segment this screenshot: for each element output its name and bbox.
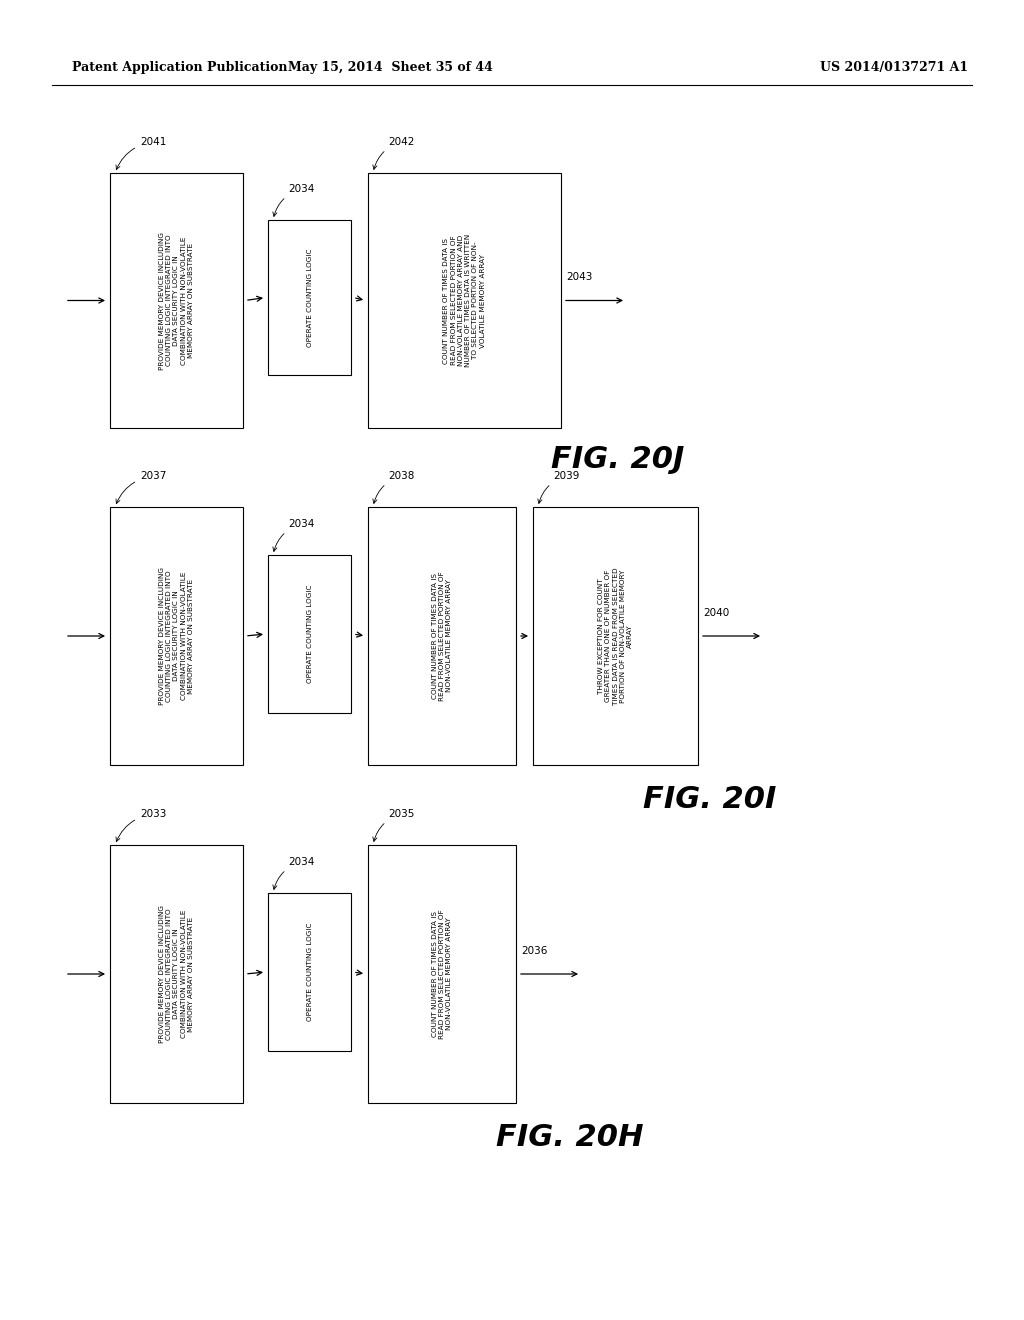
Text: US 2014/0137271 A1: US 2014/0137271 A1	[820, 62, 968, 74]
Bar	[110, 173, 243, 428]
Text: 2034: 2034	[272, 857, 314, 890]
Text: 2033: 2033	[116, 809, 166, 842]
Text: PROVIDE MEMORY DEVICE INCLUDING
COUNTING LOGIC INTEGRATED INTO
DATA SECURITY LOG: PROVIDE MEMORY DEVICE INCLUDING COUNTING…	[159, 231, 194, 370]
Bar	[368, 845, 516, 1104]
Text: FIG. 20J: FIG. 20J	[551, 445, 685, 474]
Text: THROW EXCEPTION FOR COUNT
GREATER THAN ONE OF NUMBER OF
TIMES DATA IS READ FROM : THROW EXCEPTION FOR COUNT GREATER THAN O…	[598, 568, 633, 705]
Text: 2034: 2034	[272, 183, 314, 216]
Text: PROVIDE MEMORY DEVICE INCLUDING
COUNTING LOGIC INTEGRATED INTO
DATA SECURITY LOG: PROVIDE MEMORY DEVICE INCLUDING COUNTING…	[159, 568, 194, 705]
Bar	[268, 220, 351, 375]
Bar	[110, 507, 243, 766]
Text: 2034: 2034	[272, 519, 314, 552]
Text: 2035: 2035	[373, 809, 415, 841]
Text: COUNT NUMBER OF TIMES DATA IS
READ FROM SELECTED PORTION OF
NON-VOLATILE MEMORY : COUNT NUMBER OF TIMES DATA IS READ FROM …	[432, 909, 453, 1039]
Text: 2040: 2040	[703, 609, 729, 618]
Bar	[368, 173, 561, 428]
Text: 2037: 2037	[116, 471, 166, 503]
Text: 2039: 2039	[538, 471, 580, 503]
Text: 2042: 2042	[373, 137, 415, 169]
Text: OPERATE COUNTING LOGIC: OPERATE COUNTING LOGIC	[306, 923, 312, 1022]
Text: PROVIDE MEMORY DEVICE INCLUDING
COUNTING LOGIC INTEGRATED INTO
DATA SECURITY LOG: PROVIDE MEMORY DEVICE INCLUDING COUNTING…	[159, 906, 194, 1043]
Text: Patent Application Publication: Patent Application Publication	[72, 62, 288, 74]
Text: OPERATE COUNTING LOGIC: OPERATE COUNTING LOGIC	[306, 248, 312, 347]
Text: 2041: 2041	[116, 137, 166, 169]
Bar	[534, 507, 698, 766]
Bar	[268, 554, 351, 713]
Bar	[368, 507, 516, 766]
Text: OPERATE COUNTING LOGIC: OPERATE COUNTING LOGIC	[306, 585, 312, 684]
Text: May 15, 2014  Sheet 35 of 44: May 15, 2014 Sheet 35 of 44	[288, 62, 493, 74]
Text: FIG. 20H: FIG. 20H	[497, 1123, 644, 1152]
Bar	[110, 845, 243, 1104]
Bar	[268, 894, 351, 1051]
Text: 2043: 2043	[566, 272, 592, 282]
Text: COUNT NUMBER OF TIMES DATA IS
READ FROM SELECTED PORTION OF
NON-VOLATILE MEMORY : COUNT NUMBER OF TIMES DATA IS READ FROM …	[432, 572, 453, 701]
Text: 2036: 2036	[521, 946, 548, 956]
Text: COUNT NUMBER OF TIMES DATA IS
READ FROM SELECTED PORTION OF
NON-VOLATILE MEMORY : COUNT NUMBER OF TIMES DATA IS READ FROM …	[443, 234, 485, 367]
Text: FIG. 20I: FIG. 20I	[643, 785, 776, 814]
Text: 2038: 2038	[373, 471, 415, 503]
